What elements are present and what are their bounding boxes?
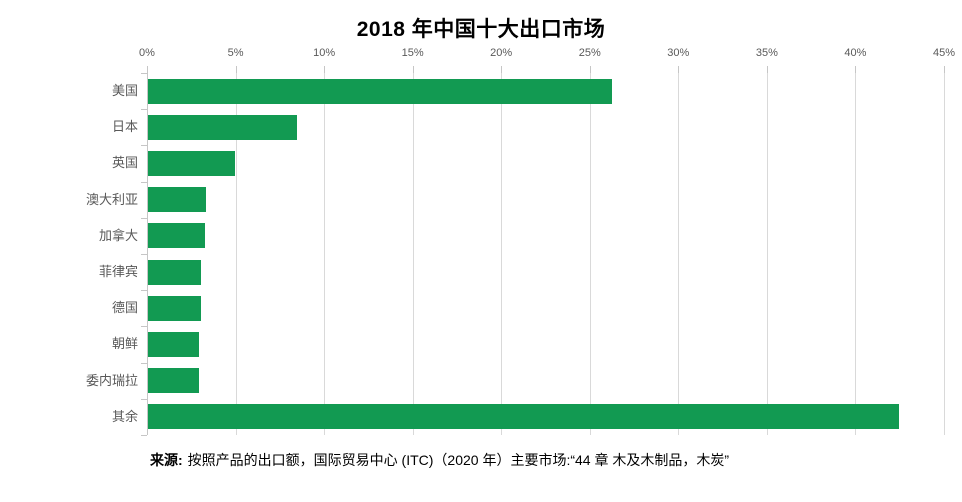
x-axis-tick: [324, 66, 326, 73]
x-axis-tick: [678, 66, 680, 73]
gridline: [412, 73, 414, 435]
x-axis-tick: [235, 66, 237, 73]
category-label: 加拿大: [98, 227, 138, 243]
x-axis-tick: [944, 66, 945, 73]
source-note: 来源: 按照产品的出口额，国际贸易中心 (ITC)（2020 年）主要市场:“44…: [150, 450, 940, 470]
gridline: [944, 73, 945, 435]
category-axis-tick: [141, 435, 147, 436]
x-tick-label: 35%: [755, 47, 778, 59]
x-tick-label: 5%: [227, 47, 244, 59]
category-axis-line: [147, 73, 148, 435]
category-axis-tick: [141, 362, 147, 364]
bar-委内瑞拉: [148, 368, 200, 394]
category-label: 英国: [111, 155, 138, 171]
x-tick-label: 30%: [667, 47, 690, 59]
x-axis-tick: [766, 66, 768, 73]
gridline: [501, 73, 503, 435]
x-tick-label: 40%: [844, 47, 867, 59]
category-label: 菲律宾: [98, 264, 138, 279]
category-label: 美国: [111, 83, 138, 98]
category-axis-tick: [141, 326, 147, 328]
bar-澳大利亚: [148, 187, 207, 213]
gridline: [235, 73, 237, 435]
category-label: 其余: [111, 408, 138, 424]
x-axis-tick: [412, 66, 414, 73]
bar-菲律宾: [148, 259, 202, 285]
category-axis-tick: [141, 254, 147, 255]
category-label: 朝鲜: [111, 336, 138, 352]
x-axis-tick: [501, 66, 503, 73]
chart-title: 2018 年中国十大出口市场: [356, 18, 606, 41]
source-note-text: 按照产品的出口额，国际贸易中心 (ITC)（2020 年）主要市场:“44 章 …: [187, 452, 730, 468]
x-tick-label: 0%: [139, 47, 155, 59]
x-tick-label: 15%: [401, 47, 424, 59]
x-tick-label: 10%: [313, 47, 336, 59]
gridline: [766, 73, 768, 435]
x-tick-label: 20%: [490, 47, 513, 59]
category-axis-tick: [141, 181, 147, 183]
gridline: [678, 73, 680, 435]
bar-英国: [148, 151, 235, 176]
x-tick-label: 25%: [578, 47, 601, 59]
category-label: 委内瑞拉: [85, 372, 138, 388]
bar-日本: [148, 114, 297, 140]
x-tick-label: 45%: [932, 47, 956, 59]
bar-德国: [148, 295, 202, 321]
x-axis-tick: [855, 66, 857, 73]
category-label: 日本: [111, 119, 138, 135]
bar-其余: [148, 404, 899, 430]
gridline: [589, 73, 591, 435]
category-axis-tick: [141, 109, 147, 111]
bar-加拿大: [148, 223, 205, 249]
gridline: [324, 73, 326, 435]
category-label: 澳大利亚: [85, 191, 138, 207]
category-label: 德国: [111, 300, 138, 316]
category-axis-tick: [141, 217, 147, 219]
source-note-label: 来源:: [150, 452, 183, 468]
x-axis-tick: [589, 66, 591, 73]
category-axis-tick: [141, 290, 147, 292]
category-axis-tick: [141, 73, 147, 74]
bar-朝鲜: [148, 332, 200, 357]
category-axis-tick: [141, 398, 147, 400]
bar-美国: [148, 78, 612, 104]
x-axis-tick: [147, 66, 148, 73]
gridline: [855, 73, 857, 435]
category-axis-tick: [141, 145, 147, 147]
